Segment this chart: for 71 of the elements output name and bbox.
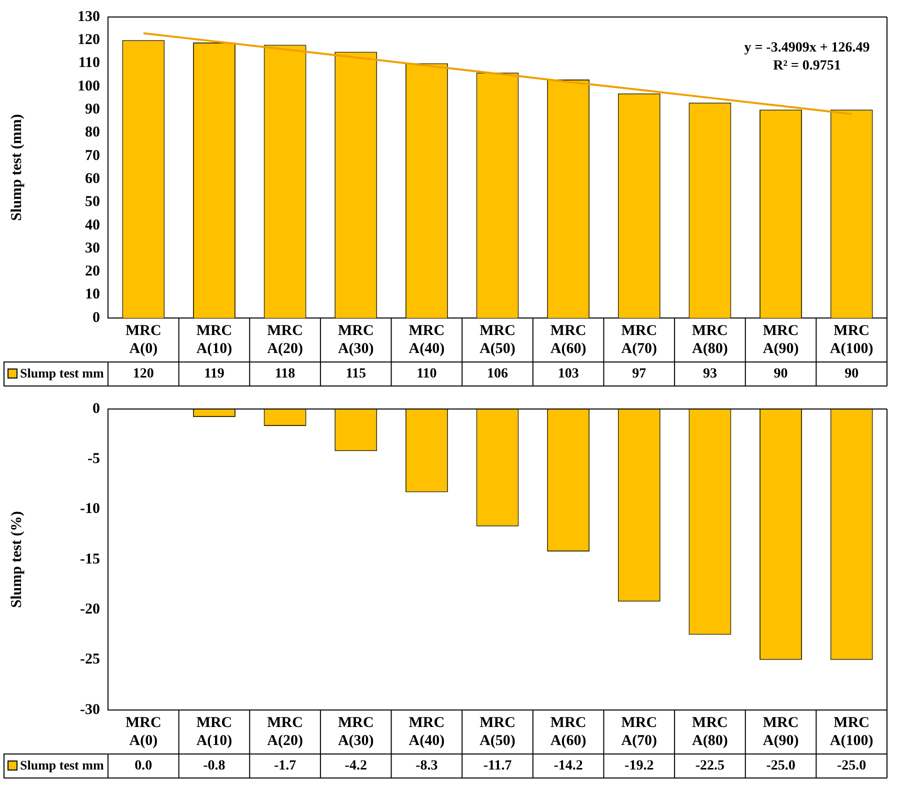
x-tick-label: MRC A(30) (338, 714, 374, 749)
y-tick-label: 50 (85, 194, 100, 210)
data-label: 103 (558, 366, 579, 382)
x-tick-label: MRC A(10) (196, 714, 232, 749)
x-tick-label: MRC A(0) (125, 322, 162, 357)
y-tick-label: 120 (78, 32, 100, 48)
data-label: 118 (274, 366, 296, 382)
data-label: -25.0 (837, 758, 866, 774)
data-label: 90 (774, 366, 788, 382)
x-tick-label: MRC A(90) (762, 322, 799, 357)
x-tick-label: MRC A(40) (408, 322, 445, 357)
y-tick-label: 20 (85, 264, 100, 280)
data-label: 120 (132, 366, 154, 382)
x-tick-label: MRC A(50) (480, 322, 516, 357)
data-label: 93 (702, 366, 717, 382)
x-tick-label: MRC A(80) (692, 322, 728, 357)
y-tick-label: 30 (85, 240, 100, 256)
data-label: 97 (632, 366, 646, 382)
x-tick-label: MRC A(0) (125, 714, 162, 749)
y-tick-label: 90 (85, 101, 100, 118)
x-tick-label: MRC A(40) (408, 714, 445, 749)
data-label: -19.2 (624, 758, 654, 774)
data-label: -22.5 (695, 758, 725, 774)
x-tick-label: MRC A(30) (338, 322, 374, 357)
data-label: -14.2 (554, 758, 583, 774)
x-tick-label: MRC A(100) (830, 714, 874, 749)
data-label: 110 (416, 366, 437, 382)
y-tick-label: -5 (88, 451, 100, 468)
x-tick-label: MRC A(90) (762, 714, 799, 749)
data-label: -8.3 (416, 758, 438, 774)
x-tick-label: MRC A(10) (196, 322, 232, 357)
data-label: -4.2 (344, 758, 367, 774)
y-tick-label: -25 (80, 652, 100, 668)
y-tick-label: -10 (80, 501, 100, 518)
x-tick-label: MRC A(70) (621, 322, 658, 357)
data-label: -25.0 (766, 758, 796, 774)
y-tick-label: 40 (85, 217, 100, 234)
y-tick-label: 10 (85, 286, 100, 303)
y-tick-label: -20 (80, 602, 100, 618)
y-tick-label: 0 (92, 310, 100, 326)
x-tick-label: MRC A(60) (550, 714, 586, 749)
y-tick-label: 130 (78, 8, 100, 25)
y-tick-label: 70 (85, 148, 100, 164)
data-label: -1.7 (274, 758, 296, 774)
data-label: -0.8 (203, 758, 226, 774)
legend-label: Slump test mm (20, 365, 104, 380)
x-tick-label: MRC A(50) (480, 714, 516, 749)
x-tick-label: MRC A(60) (550, 322, 586, 357)
y-tick-label: 60 (85, 170, 100, 187)
x-tick-label: MRC A(80) (692, 714, 728, 749)
data-label: 115 (346, 366, 366, 382)
data-label: 90 (844, 366, 859, 382)
x-tick-label: MRC A(20) (267, 322, 303, 357)
y-axis-title: Slump test (%) (8, 511, 25, 608)
y-axis-title: Slump test (mm) (8, 114, 25, 221)
y-tick-label: -30 (80, 702, 100, 718)
data-label: -11.7 (483, 758, 512, 774)
legend-label: Slump test mm (20, 757, 104, 772)
annotation: R² = 0.9751 (773, 58, 841, 74)
annotation: y = -3.4909x + 126.49 (744, 40, 870, 56)
y-tick-label: 80 (85, 124, 100, 141)
y-tick-label: 0 (92, 400, 100, 417)
y-tick-label: -15 (80, 551, 100, 568)
data-label: 106 (487, 366, 508, 382)
y-tick-label: 100 (78, 78, 100, 94)
x-tick-label: MRC A(20) (267, 714, 303, 749)
y-tick-label: 110 (78, 55, 100, 72)
x-tick-label: MRC A(70) (621, 714, 658, 749)
data-label: 0.0 (134, 758, 152, 774)
data-label: 119 (204, 366, 224, 382)
x-tick-label: MRC A(100) (830, 322, 874, 357)
